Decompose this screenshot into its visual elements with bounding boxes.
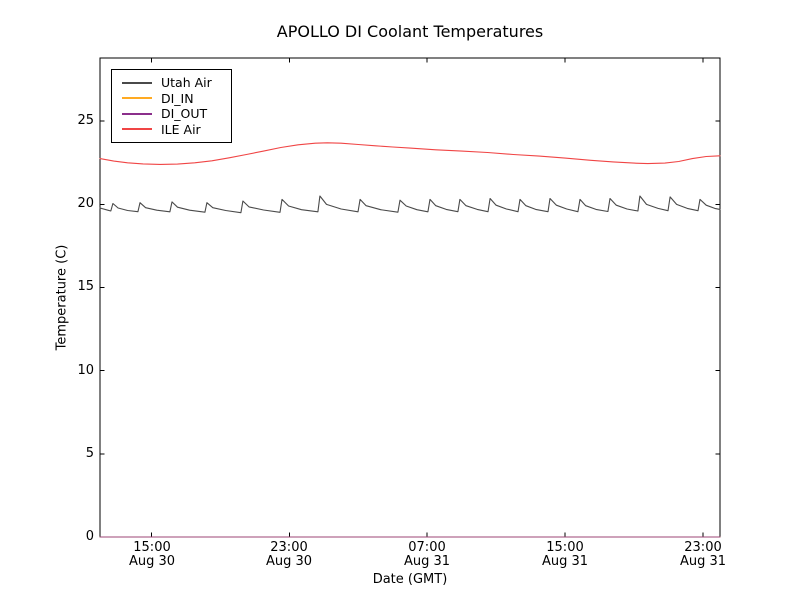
legend-label: DI_OUT [161, 106, 208, 122]
y-tick-label: 20 [77, 196, 94, 211]
legend-line-sample [122, 112, 152, 115]
y-tick-label: 25 [77, 113, 94, 128]
x-tick-time: 15:00 [546, 540, 584, 555]
x-axis-label: Date (GMT) [372, 572, 448, 587]
y-axis-label: Temperature (C) [54, 244, 70, 351]
x-tick-time: 15:00 [133, 540, 171, 555]
x-tick-label: 15:00 Aug 30 [107, 541, 197, 568]
x-tick-time: 07:00 [408, 540, 446, 555]
y-tick-label: 5 [85, 446, 94, 461]
series-line-ile-air [99, 142, 721, 165]
chart-title: APOLLO DI Coolant Temperatures [276, 22, 544, 41]
y-tick-label: 10 [77, 363, 94, 378]
x-tick-label: 15:00 Aug 31 [520, 541, 610, 568]
x-tick-date: Aug 31 [541, 553, 589, 569]
x-tick-date: Aug 31 [403, 553, 451, 569]
x-tick-label: 07:00 Aug 31 [382, 541, 472, 568]
x-tick-label: 23:00 Aug 30 [244, 541, 334, 568]
x-tick-time: 23:00 [270, 540, 308, 555]
legend-item-di-in: DI_IN [122, 91, 231, 107]
legend-line-sample [122, 97, 152, 100]
series-line-utah-air [99, 195, 721, 214]
legend-label: Utah Air [161, 75, 212, 91]
x-tick-date: Aug 30 [265, 553, 313, 569]
y-tick-label: 15 [77, 279, 94, 294]
legend-item-ile-air: ILE Air [122, 122, 231, 138]
y-tick-label: 0 [85, 529, 94, 544]
legend: Utah Air DI_IN DI_OUT ILE Air [111, 69, 232, 143]
x-tick-label: 23:00 Aug 31 [658, 541, 748, 568]
legend-label: ILE Air [161, 121, 201, 137]
x-tick-time: 23:00 [684, 540, 722, 555]
x-tick-date: Aug 30 [128, 553, 176, 569]
legend-item-di-out: DI_OUT [122, 106, 231, 122]
x-tick-date: Aug 31 [679, 553, 727, 569]
legend-line-sample [122, 128, 152, 131]
legend-item-utah-air: Utah Air [122, 75, 231, 91]
legend-line-sample [122, 81, 152, 84]
legend-label: DI_IN [161, 90, 194, 106]
